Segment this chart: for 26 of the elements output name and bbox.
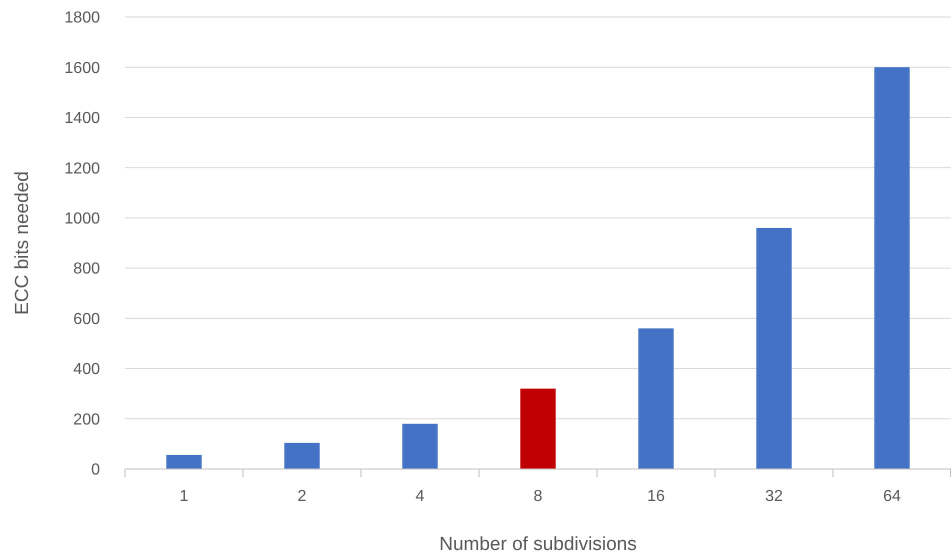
bar xyxy=(756,228,792,469)
y-tick-label: 1200 xyxy=(64,160,100,178)
x-tick-label: 8 xyxy=(534,488,543,505)
y-tick-label: 1600 xyxy=(64,60,100,77)
x-tick-label: 2 xyxy=(298,488,307,505)
y-axis-title: ECC bits needed xyxy=(12,171,33,315)
y-tick-label: 1400 xyxy=(64,110,100,128)
bar xyxy=(402,424,438,469)
bar xyxy=(520,388,556,469)
bar xyxy=(874,67,910,469)
y-tick-label: 200 xyxy=(73,411,100,428)
bar xyxy=(638,328,674,469)
y-tick-label: 1000 xyxy=(64,210,100,228)
x-tick-label: 16 xyxy=(647,488,665,505)
bar xyxy=(284,442,320,469)
x-tick-label: 32 xyxy=(765,488,783,505)
y-tick-label: 400 xyxy=(73,361,100,378)
y-tick-label: 0 xyxy=(91,462,100,479)
x-tick-label: 64 xyxy=(883,488,901,505)
x-tick-label: 1 xyxy=(180,488,189,505)
x-tick-label: 4 xyxy=(416,488,425,505)
y-tick-label: 1800 xyxy=(64,10,100,27)
y-tick-label: 600 xyxy=(73,310,100,328)
bar xyxy=(166,454,202,469)
y-tick-label: 800 xyxy=(73,260,100,278)
x-axis-title: Number of subdivisions xyxy=(439,534,637,555)
